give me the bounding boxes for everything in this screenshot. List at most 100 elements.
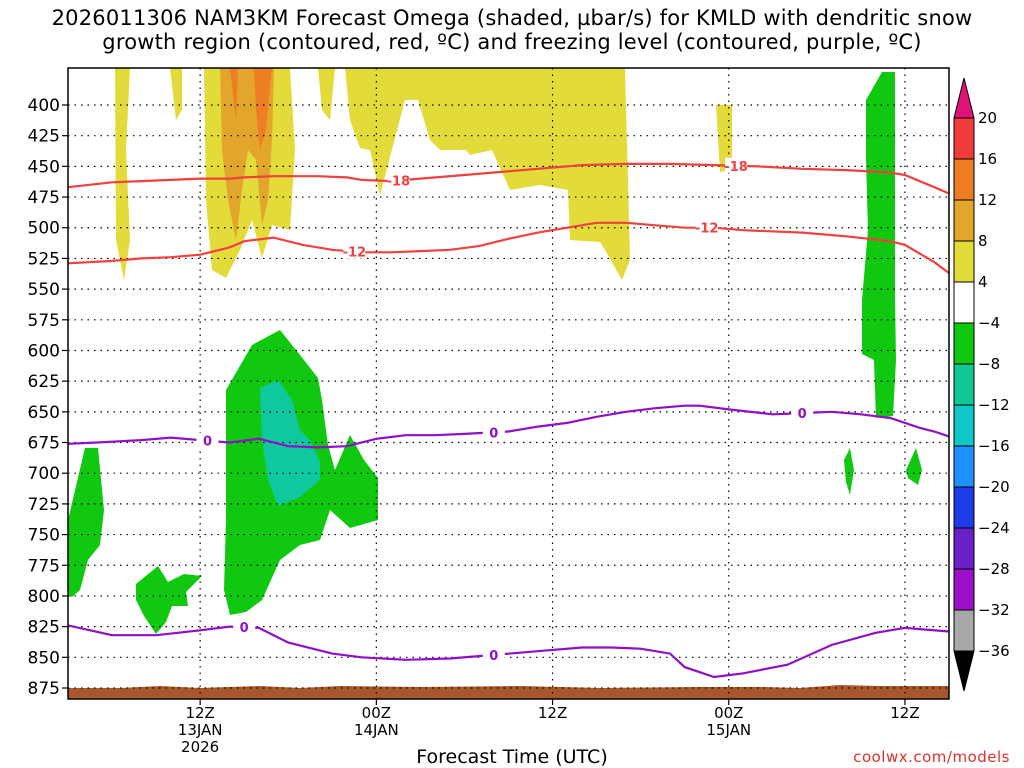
colorbar-swatch	[953, 117, 975, 160]
contour-line	[68, 221, 949, 274]
colorbar-swatch	[953, 240, 975, 283]
chart-title: 2026011306 NAM3KM Forecast Omega (shaded…	[0, 6, 1024, 54]
contour-line	[68, 404, 949, 449]
x-tick-label: 00Z	[714, 704, 743, 722]
contour-label: 0	[489, 649, 498, 664]
y-tick-label: 850	[28, 648, 60, 668]
colorbar-label: −20	[978, 478, 1010, 496]
omega-region	[862, 72, 896, 418]
omega-region	[345, 68, 630, 280]
contour-label: -18	[387, 174, 411, 189]
contour-label-bg	[725, 157, 748, 173]
contour-label: 0	[489, 426, 498, 441]
x-tick-label: 12Z	[890, 704, 919, 722]
omega-region	[254, 68, 272, 150]
y-tick-label: 775	[28, 556, 60, 576]
colorbar-swatch	[953, 281, 975, 324]
y-tick-label: 425	[28, 127, 60, 147]
colorbar-label: −36	[978, 642, 1010, 660]
y-tick-label: 525	[28, 249, 60, 269]
contour-label: 0	[240, 621, 249, 636]
contour-label-bg	[791, 405, 814, 421]
colorbar-label: −32	[978, 601, 1010, 619]
colorbar-swatch	[953, 199, 975, 242]
y-tick-label: 500	[28, 219, 60, 239]
y-axis: 400 425 450 475 500 525 550 575 600 625 650 675 700 7…	[28, 96, 68, 699]
plot-frame	[67, 67, 950, 700]
x-tick-label: 15JAN	[706, 721, 751, 739]
colorbar-label: 16	[978, 150, 997, 168]
y-tick-label: 800	[28, 587, 60, 607]
omega-region	[115, 68, 130, 280]
omega-region	[230, 68, 238, 120]
colorbar-label: −8	[978, 355, 1000, 373]
colorbar-swatch	[953, 445, 975, 488]
omega-region	[170, 68, 182, 120]
colorbar-label: −28	[978, 560, 1010, 578]
colorbar-swatch	[953, 322, 975, 365]
x-tick-label: 00Z	[362, 704, 391, 722]
y-tick-label: 875	[28, 679, 60, 699]
colorbar-label: 20	[978, 109, 997, 127]
omega-region	[906, 448, 922, 485]
x-tick-label: 2026	[181, 738, 219, 756]
contour-label-bg	[482, 646, 505, 662]
y-tick-label: 650	[28, 403, 60, 423]
y-tick-label: 750	[28, 526, 60, 546]
colorbar-label: −16	[978, 437, 1010, 455]
y-tick-label: 475	[28, 188, 60, 208]
omega-region	[136, 566, 202, 634]
y-tick-label: 450	[28, 157, 60, 177]
colorbar-swatch	[953, 363, 975, 406]
omega-region	[318, 68, 335, 120]
y-tick-label: 700	[28, 464, 60, 484]
contour-label: 0	[203, 435, 212, 450]
y-tick-label: 600	[28, 341, 60, 361]
y-tick-label: 825	[28, 618, 60, 638]
colorbar-top-arrow	[953, 77, 975, 119]
contour-label: -18	[724, 160, 748, 175]
colorbar-label: −24	[978, 519, 1010, 537]
colorbar-label: 4	[978, 273, 988, 291]
y-tick-label: 675	[28, 434, 60, 454]
chart-title-line1: 2026011306 NAM3KM Forecast Omega (shaded…	[51, 6, 973, 30]
contour-label-bg	[343, 243, 366, 259]
colorbar-bottom-arrow	[953, 650, 975, 692]
x-tick-label: 12Z	[185, 704, 214, 722]
chart-title-line2: growth region (contoured, red, ºC) and f…	[102, 30, 922, 54]
contour-line	[68, 162, 949, 195]
y-tick-label: 625	[28, 372, 60, 392]
contour-labels: -18 -18 -12 -12 0 0 0 0 0	[196, 157, 814, 664]
colorbar-swatch	[953, 568, 975, 611]
colorbar-label: −12	[978, 396, 1010, 414]
colorbar-swatch	[953, 527, 975, 570]
contour-lines	[68, 162, 949, 679]
contour-label: -12	[343, 246, 367, 261]
credit-link[interactable]: coolwx.com/models	[853, 748, 1010, 766]
y-tick-label: 550	[28, 280, 60, 300]
contour-label-bg	[482, 424, 505, 440]
colorbar-label: −4	[978, 314, 1000, 332]
x-tick-label: 14JAN	[354, 721, 399, 739]
x-tick-label: 12Z	[538, 704, 567, 722]
y-tick-label: 400	[28, 96, 60, 116]
omega-region	[716, 105, 732, 172]
colorbar-swatch	[953, 404, 975, 447]
contour-line	[68, 624, 949, 679]
colorbar: 20 16 12 8 4 −4 −8 −12 −16 −20 −24 −28 −32 −36	[953, 77, 1010, 692]
colorbar-swatch	[953, 486, 975, 529]
contour-label-bg	[196, 432, 219, 448]
y-tick-label: 575	[28, 311, 60, 331]
y-tick-label: 725	[28, 495, 60, 515]
contour-label: 0	[798, 407, 807, 422]
omega-region	[68, 448, 104, 597]
colorbar-swatch	[953, 609, 975, 652]
grid-lines	[68, 68, 949, 699]
colorbar-swatch	[953, 158, 975, 201]
contour-label: -12	[695, 222, 719, 237]
contour-label-bg	[233, 619, 256, 635]
contour-label-bg	[695, 219, 718, 235]
x-tick-label: 13JAN	[178, 721, 223, 739]
